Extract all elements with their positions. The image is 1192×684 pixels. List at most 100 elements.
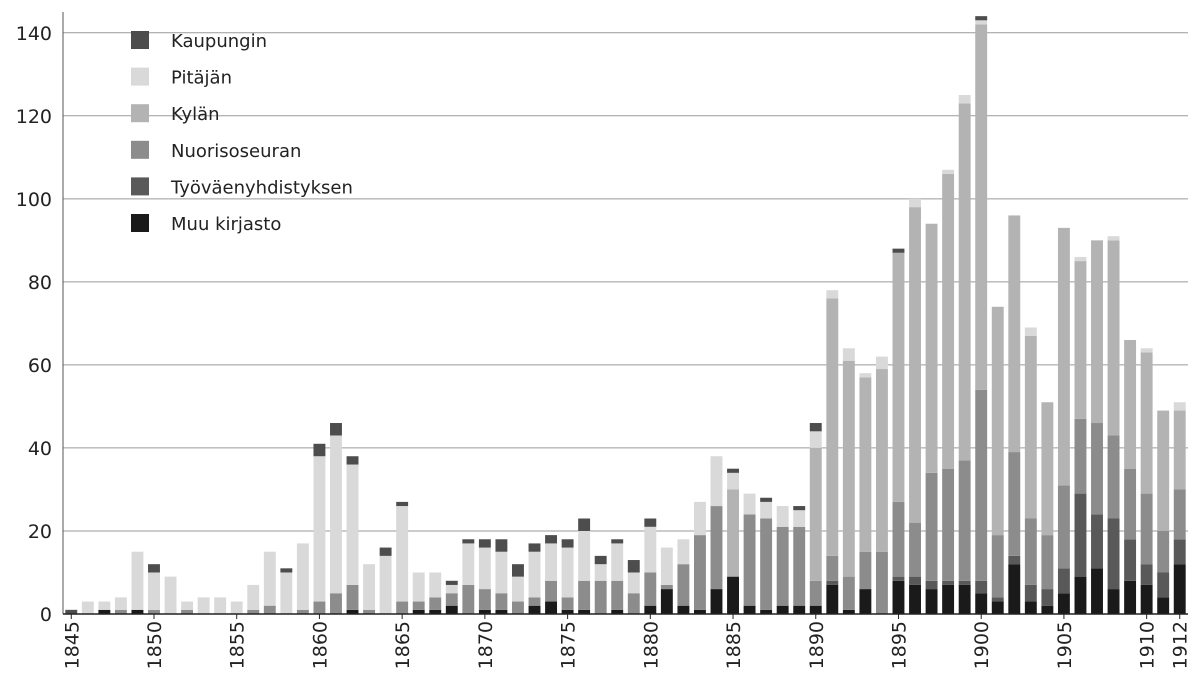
bar-segment-1845-kaupungin bbox=[65, 609, 78, 614]
bar-segment-1877-pitäjän bbox=[594, 564, 607, 581]
bar-segment-1905-työväenyhdistyksen bbox=[1057, 568, 1070, 594]
bar-segment-1860-kaupungin bbox=[313, 443, 326, 457]
bar-segment-1878-nuorisoseuran bbox=[611, 580, 624, 610]
bar-segment-1902-työväenyhdistyksen bbox=[1008, 555, 1021, 565]
bar-segment-1901-nuorisoseuran bbox=[991, 535, 1004, 598]
bar-segment-1852-pitäjän bbox=[181, 601, 194, 610]
bar-segment-1893-muu-kirjasto bbox=[859, 589, 872, 614]
bar-segment-1895-muu-kirjasto bbox=[892, 580, 905, 614]
bar-segment-1891-muu-kirjasto bbox=[826, 584, 839, 614]
bar-segment-1910-nuorisoseuran bbox=[1140, 493, 1153, 565]
bar-segment-1896-kylän bbox=[909, 207, 921, 523]
bar-segment-1886-nuorisoseuran bbox=[743, 514, 756, 606]
bar-segment-1895-nuorisoseuran bbox=[892, 501, 905, 577]
x-tick-label: 1855 bbox=[227, 621, 249, 669]
bar-segment-1890-kaupungin bbox=[809, 423, 822, 432]
x-tick-label: 1900 bbox=[971, 621, 993, 669]
bar-segment-1887-kaupungin bbox=[760, 497, 773, 502]
bar-segment-1892-muu-kirjasto bbox=[842, 609, 855, 614]
bar-segment-1878-kaupungin bbox=[611, 539, 624, 544]
bar-segment-1877-kaupungin bbox=[594, 555, 607, 565]
bar-segment-1849-pitäjän bbox=[131, 551, 144, 610]
bar-segment-1879-nuorisoseuran bbox=[627, 593, 640, 614]
bar-segment-1870-kaupungin bbox=[478, 539, 491, 548]
x-tick-label: 1860 bbox=[309, 621, 331, 669]
legend-label: Kylän bbox=[171, 104, 220, 125]
bar-segment-1864-pitäjän bbox=[379, 555, 392, 614]
bar-segment-1865-nuorisoseuran bbox=[396, 601, 409, 614]
bar-segment-1848-pitäjän bbox=[114, 597, 127, 610]
bar-segment-1887-muu-kirjasto bbox=[760, 609, 773, 614]
y-tick-label: 60 bbox=[28, 355, 52, 377]
bar-segment-1909-kylän bbox=[1124, 339, 1137, 469]
bar-segment-1907-muu-kirjasto bbox=[1091, 568, 1103, 614]
bar-segment-1872-nuorisoseuran bbox=[512, 601, 524, 614]
bar-segment-1893-pitäjän bbox=[859, 373, 872, 378]
x-tick-label: 1895 bbox=[889, 621, 911, 669]
bar-segment-1877-nuorisoseuran bbox=[594, 580, 607, 614]
bar-segment-1882-pitäjän bbox=[677, 539, 690, 565]
legend-label: Pitäjän bbox=[171, 68, 232, 89]
bar-segment-1905-muu-kirjasto bbox=[1057, 593, 1070, 614]
legend-label: Kaupungin bbox=[171, 31, 267, 52]
bar-segment-1910-työväenyhdistyksen bbox=[1140, 564, 1153, 585]
bar-segment-1904-nuorisoseuran bbox=[1041, 535, 1054, 590]
bar-segment-1876-kaupungin bbox=[578, 518, 591, 531]
bar-segment-1899-kylän bbox=[958, 103, 971, 461]
bar-segment-1865-kaupungin bbox=[396, 501, 409, 507]
bar-segment-1908-kylän bbox=[1107, 240, 1120, 436]
legend-label: Työväenyhdistyksen bbox=[170, 177, 353, 198]
x-tick-label: 1890 bbox=[806, 621, 828, 669]
bar-segment-1859-pitäjän bbox=[296, 543, 309, 610]
bar-segment-1906-pitäjän bbox=[1074, 256, 1087, 262]
bar-segment-1906-muu-kirjasto bbox=[1074, 576, 1087, 614]
bar-segment-1885-kaupungin bbox=[727, 468, 739, 473]
bar-segment-1910-pitäjän bbox=[1140, 348, 1153, 353]
bar-segment-1884-nuorisoseuran bbox=[710, 506, 723, 590]
bar-segment-1871-pitäjän bbox=[495, 551, 508, 594]
bar-segment-1909-muu-kirjasto bbox=[1124, 580, 1137, 614]
x-tick-label: 1905 bbox=[1054, 621, 1076, 669]
bar-segment-1884-muu-kirjasto bbox=[710, 589, 723, 614]
bar-segment-1896-pitäjän bbox=[909, 198, 921, 208]
bar-segment-1882-nuorisoseuran bbox=[677, 564, 690, 606]
bar-segment-1874-pitäjän bbox=[545, 543, 558, 581]
bar-segment-1875-kaupungin bbox=[561, 539, 574, 548]
bar-segment-1880-nuorisoseuran bbox=[644, 572, 657, 606]
legend-swatch bbox=[131, 177, 149, 196]
y-tick-label: 0 bbox=[40, 604, 52, 626]
bar-segment-1904-kylän bbox=[1041, 402, 1054, 536]
bar-segment-1906-kylän bbox=[1074, 261, 1087, 419]
bar-segment-1894-pitäjän bbox=[875, 356, 888, 370]
bar-segment-1891-nuorisoseuran bbox=[826, 555, 839, 581]
bar-segment-1889-kaupungin bbox=[793, 506, 806, 511]
bar-segment-1861-kaupungin bbox=[330, 423, 342, 436]
bar-segment-1904-muu-kirjasto bbox=[1041, 605, 1054, 614]
bar-segment-1898-kylän bbox=[942, 173, 955, 469]
bar-segment-1898-pitäjän bbox=[942, 169, 955, 174]
bar-segment-1890-nuorisoseuran bbox=[809, 580, 822, 606]
bar-segment-1849-muu-kirjasto bbox=[131, 609, 144, 614]
bar-segment-1846-pitäjän bbox=[81, 601, 94, 614]
bar-segment-1892-kylän bbox=[842, 360, 855, 577]
bar-segment-1900-kaupungin bbox=[975, 16, 988, 21]
bar-segment-1888-nuorisoseuran bbox=[776, 526, 789, 606]
bar-segment-1862-pitäjän bbox=[346, 464, 359, 585]
bar-segment-1910-kylän bbox=[1140, 352, 1153, 494]
bar-segment-1885-kylän bbox=[727, 489, 739, 577]
bar-segment-1863-pitäjän bbox=[363, 564, 376, 610]
legend-label: Nuorisoseuran bbox=[171, 141, 301, 162]
bar-segment-1856-nuorisoseuran bbox=[247, 609, 260, 614]
bar-segment-1874-kaupungin bbox=[545, 535, 558, 544]
bar-segment-1883-muu-kirjasto bbox=[693, 609, 706, 614]
bar-segment-1847-muu-kirjasto bbox=[98, 609, 111, 614]
bar-segment-1899-pitäjän bbox=[958, 95, 971, 104]
bar-segment-1868-kaupungin bbox=[445, 580, 458, 585]
bar-segment-1870-nuorisoseuran bbox=[478, 589, 491, 610]
bar-segment-1857-pitäjän bbox=[263, 551, 276, 606]
bar-segment-1864-kaupungin bbox=[379, 547, 392, 556]
bar-segment-1876-nuorisoseuran bbox=[578, 580, 591, 610]
bar-segment-1910-muu-kirjasto bbox=[1140, 584, 1153, 614]
bar-segment-1851-pitäjän bbox=[164, 576, 177, 614]
bar-segment-1908-nuorisoseuran bbox=[1107, 435, 1120, 519]
